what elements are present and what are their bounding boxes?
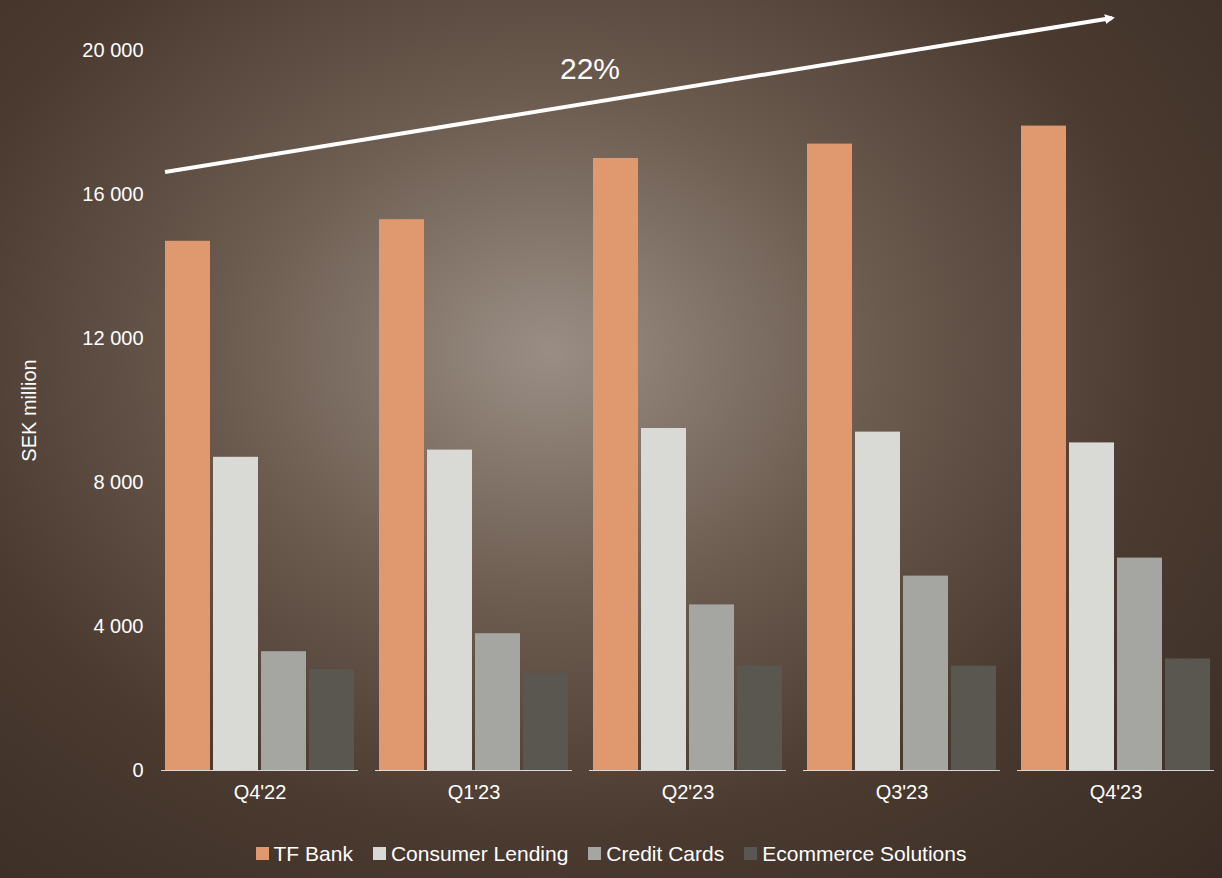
svg-text:8 000: 8 000	[93, 471, 143, 493]
html-text:TF Bank: TF Bank	[273, 842, 353, 865]
svg-text:4 000: 4 000	[93, 615, 143, 637]
svg-text:SEK million: SEK million	[18, 359, 40, 461]
html-text:22%: 22%	[560, 52, 620, 85]
svg-text:16 000: 16 000	[82, 183, 143, 205]
svg-text:Q4'23: Q4'23	[1090, 781, 1143, 803]
html-text:Credit Cards: Credit Cards	[606, 842, 725, 865]
html-text:Consumer Lending: Consumer Lending	[390, 842, 569, 865]
svg-text:Q4'22: Q4'22	[234, 781, 287, 803]
svg-text:Q3'23: Q3'23	[876, 781, 929, 803]
svg-text:Q1'23: Q1'23	[448, 781, 501, 803]
svg-text:Q2'23: Q2'23	[662, 781, 715, 803]
svg-text:20 000: 20 000	[82, 39, 143, 61]
svg-text:0: 0	[132, 759, 143, 781]
svg-text:12 000: 12 000	[82, 327, 143, 349]
html-text:Ecommerce Solutions: Ecommerce Solutions	[762, 842, 967, 865]
